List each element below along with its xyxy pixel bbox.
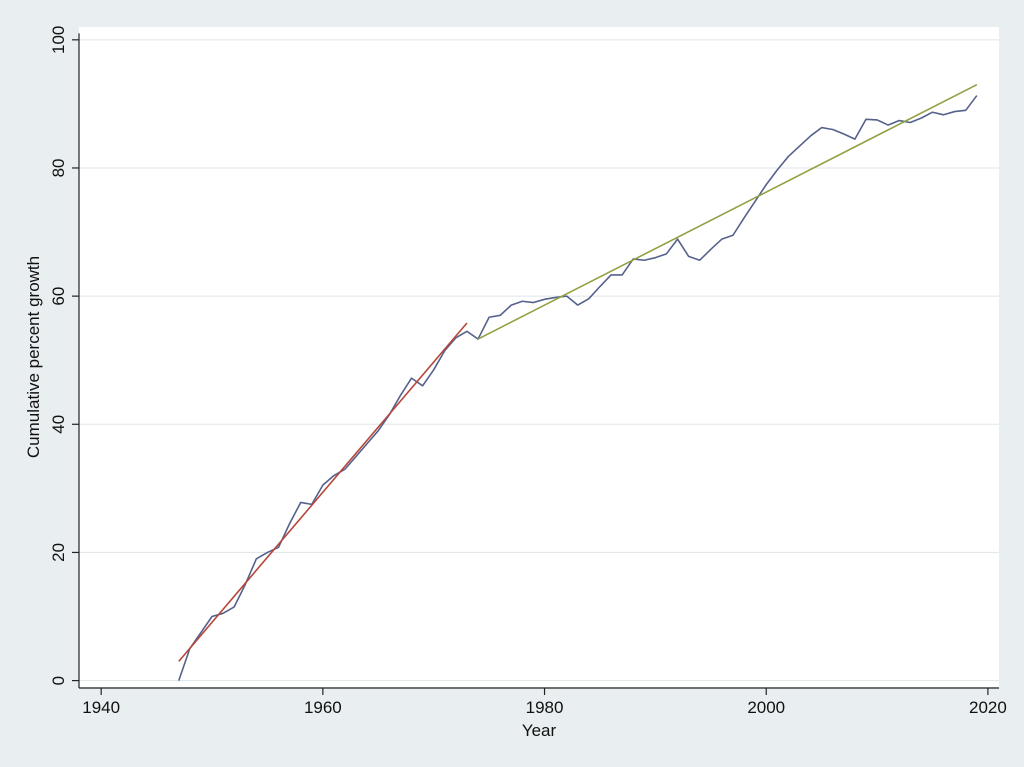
x-tick-label-1980: 1980: [526, 698, 564, 717]
trend-line-2: [477, 83, 978, 340]
y-tick-label-60: 60: [49, 287, 68, 306]
y-tick-label-20: 20: [49, 543, 68, 562]
x-tick-label-1960: 1960: [304, 698, 342, 717]
x-tick-label-1940: 1940: [82, 698, 120, 717]
y-axis-ticks: 0 20 40 60 80 100: [49, 26, 79, 685]
y-axis-title: Cumulative percent growth: [24, 256, 43, 458]
trend-line-1: [178, 322, 468, 662]
x-tick-label-2000: 2000: [747, 698, 785, 717]
x-tick-label-2020: 2020: [969, 698, 1007, 717]
plot-area: [79, 27, 999, 687]
x-axis-ticks: 1940 1960 1980 2000 2020: [82, 688, 1007, 717]
y-tick-label-100: 100: [49, 26, 68, 54]
grid: [79, 39, 999, 682]
y-tick-label-40: 40: [49, 415, 68, 434]
axes: [78, 33, 999, 689]
x-axis-title: Year: [522, 721, 557, 740]
y-tick-label-0: 0: [49, 676, 68, 685]
y-tick-label-80: 80: [49, 159, 68, 178]
data-lines: [178, 83, 978, 681]
